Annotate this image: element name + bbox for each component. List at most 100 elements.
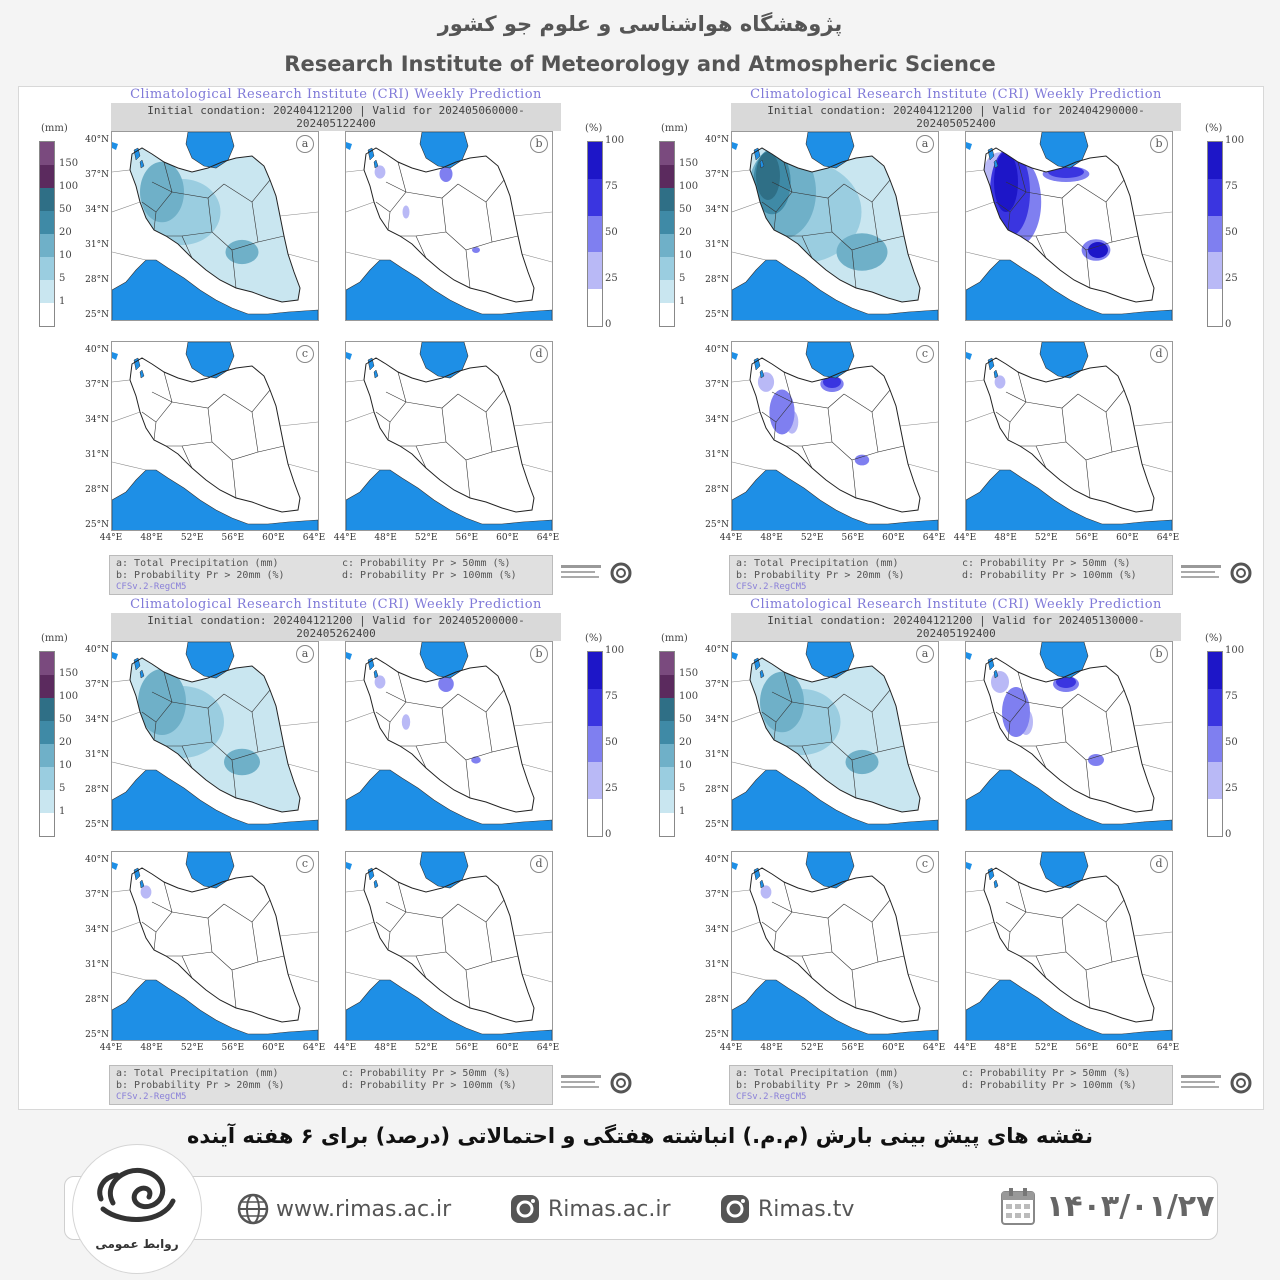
website-link[interactable]: www.rimas.ac.ir xyxy=(236,1192,451,1226)
map-panel-a: a xyxy=(731,131,939,321)
instagram-link-2[interactable]: Rimas.tv xyxy=(718,1192,854,1226)
lon-label: 60°E xyxy=(262,1043,285,1053)
key-model: CFSv.2-RegCM5 xyxy=(116,1092,187,1102)
iran-border xyxy=(749,657,921,813)
legend-label: 5 xyxy=(59,273,66,284)
legend-swatch xyxy=(660,698,674,721)
province-borders xyxy=(995,161,1139,289)
iran-map xyxy=(966,132,1172,320)
lon-label: 52°E xyxy=(180,1043,204,1053)
iran-border xyxy=(363,147,535,303)
legend-label: 150 xyxy=(59,158,79,169)
lon-label: 52°E xyxy=(180,533,204,543)
lat-label: 25°N xyxy=(85,820,109,830)
panel-letter: c xyxy=(916,855,934,873)
key-model: CFSv.2-RegCM5 xyxy=(736,1092,807,1102)
lon-label: 48°E xyxy=(140,533,163,543)
instagram-link-1[interactable]: Rimas.ac.ir xyxy=(508,1192,671,1226)
key-c: c: Probability Pr > 50mm (%) xyxy=(962,558,1131,569)
province-borders xyxy=(141,671,285,799)
probability-legend: (%) 100 75 50 25 0 xyxy=(577,123,637,333)
lon-label: 44°E xyxy=(719,1043,743,1053)
lon-label: 60°E xyxy=(1116,1043,1139,1053)
lat-label: 31°N xyxy=(85,450,109,460)
lon-label: 44°E xyxy=(333,1043,357,1053)
neighbor-borders xyxy=(732,379,938,473)
lat-label: 34°N xyxy=(85,715,109,725)
map-panel-b: b xyxy=(345,131,553,321)
neighbor-borders xyxy=(112,169,318,263)
map-panel-b: b xyxy=(345,641,553,831)
lat-label: 31°N xyxy=(705,240,729,250)
probability-legend: (%) 100 75 50 25 0 xyxy=(1197,633,1257,843)
legend-swatch xyxy=(40,211,54,234)
legend-swatch xyxy=(588,652,602,689)
legend-label: 75 xyxy=(1225,181,1238,192)
sea-areas xyxy=(732,132,938,320)
legend-label: 25 xyxy=(605,273,618,284)
legend-label: 75 xyxy=(605,181,618,192)
legend-swatch xyxy=(660,744,674,767)
neighbor-borders xyxy=(966,889,1172,983)
lat-label: 31°N xyxy=(85,240,109,250)
legend-label: 25 xyxy=(1225,783,1238,794)
lon-label: 52°E xyxy=(800,1043,824,1053)
legend-label: 1 xyxy=(679,296,686,307)
province-borders xyxy=(761,881,905,1009)
legend-colorbar xyxy=(1207,651,1223,837)
legend-swatch xyxy=(588,215,602,253)
key-d: d: Probability Pr > 100mm (%) xyxy=(342,1080,517,1091)
legend-swatch xyxy=(660,165,674,188)
lon-label: 44°E xyxy=(99,533,123,543)
neighbor-borders xyxy=(346,679,552,773)
instagram-text-2: Rimas.tv xyxy=(758,1196,855,1222)
lat-label: 37°N xyxy=(85,170,109,180)
init-valid-dates: Initial condation: 202404121200 | Valid … xyxy=(731,613,1181,641)
institute-logo-icon xyxy=(1181,1072,1252,1094)
lon-label: 44°E xyxy=(953,533,977,543)
key-b: b: Probability Pr > 20mm (%) xyxy=(736,570,905,581)
sea-areas xyxy=(346,642,552,830)
province-borders xyxy=(375,881,519,1009)
iran-map xyxy=(346,342,552,530)
sea-areas xyxy=(346,132,552,320)
key-d: d: Probability Pr > 100mm (%) xyxy=(342,570,517,581)
legend-swatch xyxy=(40,675,54,698)
probability-legend: (%) 100 75 50 25 0 xyxy=(577,633,637,843)
legend-swatch xyxy=(588,252,602,290)
sea-areas xyxy=(346,852,552,1040)
map-panel-d: d xyxy=(345,851,553,1041)
key-b: b: Probability Pr > 20mm (%) xyxy=(116,570,285,581)
iran-map xyxy=(966,642,1172,830)
lat-label: 34°N xyxy=(705,415,729,425)
lat-label: 28°N xyxy=(705,485,729,495)
sea-areas xyxy=(966,642,1172,830)
init-valid-dates: Initial condation: 202404121200 | Valid … xyxy=(111,613,561,641)
province-borders xyxy=(141,881,285,1009)
institute-logo-icon xyxy=(561,562,632,584)
precipitation-fill xyxy=(374,675,481,764)
lon-label: 48°E xyxy=(760,533,783,543)
legend-swatch xyxy=(40,142,54,165)
iran-map xyxy=(732,132,938,320)
legend-swatch xyxy=(1208,799,1222,836)
panel-letter: b xyxy=(1150,135,1168,153)
lat-label: 25°N xyxy=(705,820,729,830)
lon-label: 48°E xyxy=(760,1043,783,1053)
key-a: a: Total Precipitation (mm) xyxy=(736,1068,899,1079)
lat-label: 40°N xyxy=(705,345,729,355)
legend-label: 100 xyxy=(679,181,699,192)
legend-colorbar xyxy=(587,141,603,327)
lon-label: 52°E xyxy=(1034,1043,1058,1053)
init-valid-dates: Initial condation: 202404121200 | Valid … xyxy=(111,103,561,131)
legend-label: 75 xyxy=(1225,691,1238,702)
iran-map xyxy=(732,642,938,830)
iran-border xyxy=(749,147,921,303)
map-panel-d: d xyxy=(965,341,1173,531)
panel-letter: a xyxy=(916,645,934,663)
precip-mm-legend: (mm) 150 100 50 20 10 5 1 xyxy=(653,633,713,843)
neighbor-borders xyxy=(346,379,552,473)
sea-areas xyxy=(112,132,318,320)
legend-colorbar xyxy=(659,141,675,327)
iran-border xyxy=(983,657,1155,813)
